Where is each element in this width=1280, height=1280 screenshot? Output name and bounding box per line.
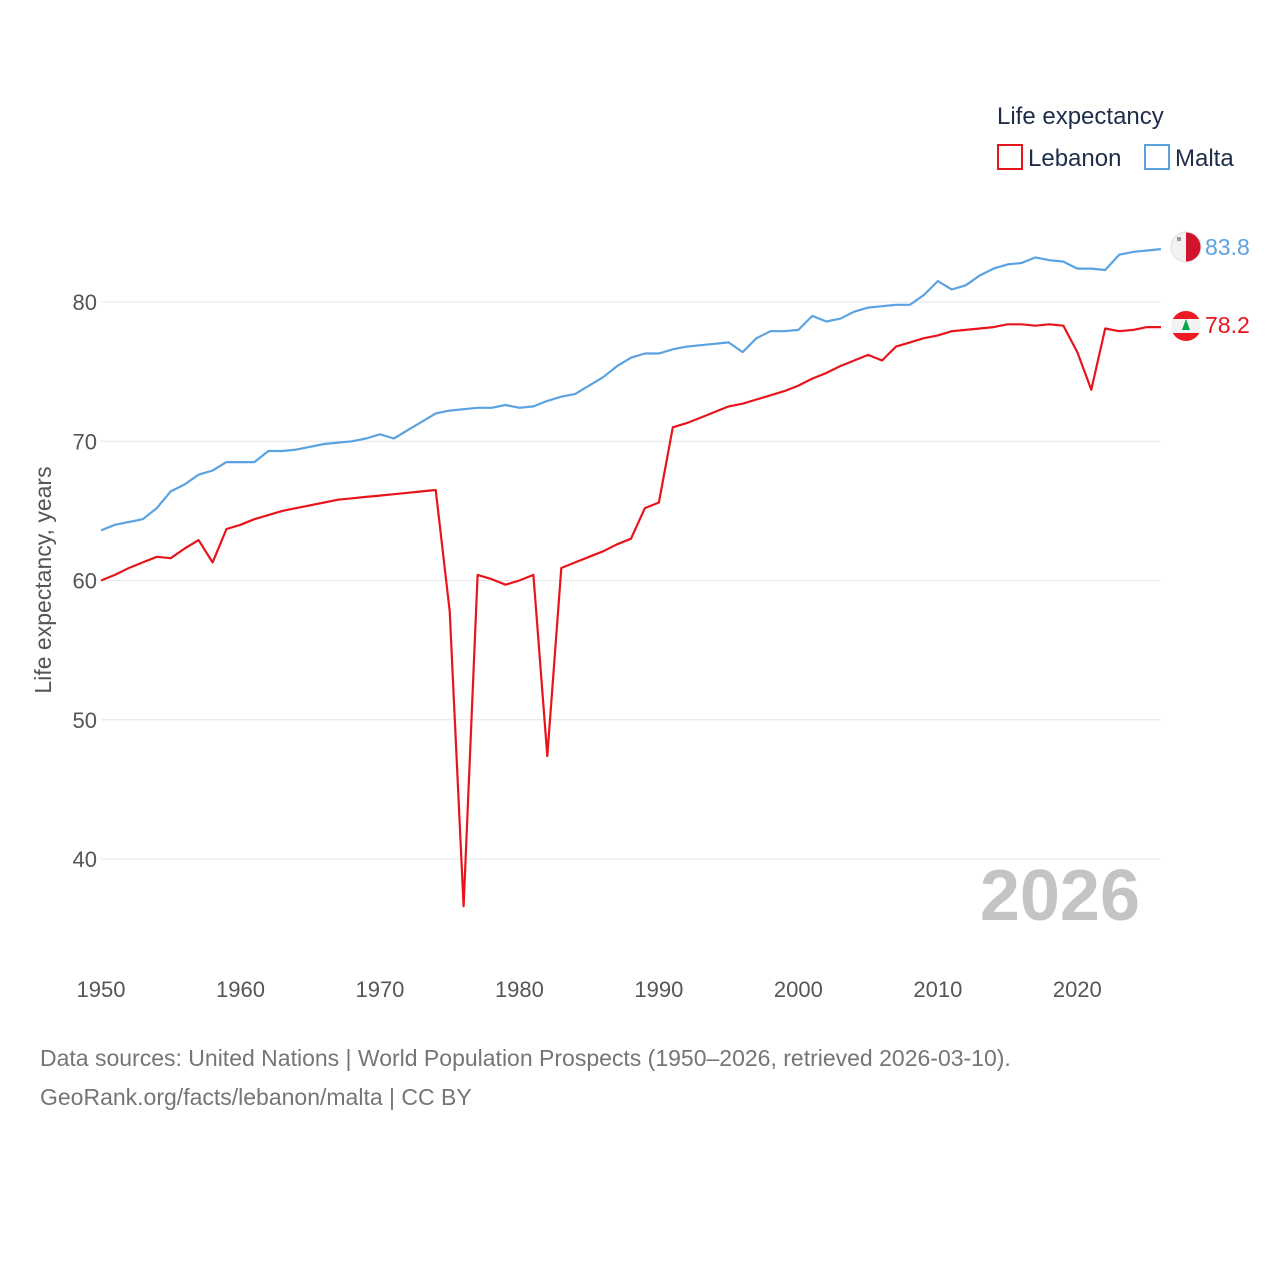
y-axis-label: Life expectancy, years xyxy=(30,466,56,693)
footer-sources: Data sources: United Nations | World Pop… xyxy=(40,1045,1011,1071)
x-tick-label: 2000 xyxy=(774,977,823,1002)
lebanon-end-marker: 78.2 xyxy=(1171,311,1250,341)
malta-end-marker: 83.8 xyxy=(1170,231,1250,263)
x-tick-label: 1950 xyxy=(77,977,126,1002)
malta-end-value: 83.8 xyxy=(1205,234,1250,260)
lebanon-end-value: 78.2 xyxy=(1205,312,1250,338)
footer-attribution: GeoRank.org/facts/lebanon/malta | CC BY xyxy=(40,1084,472,1110)
y-tick-label: 40 xyxy=(73,847,97,872)
legend-swatch-malta xyxy=(1144,144,1170,170)
series-layer xyxy=(100,248,1162,908)
y-tick-label: 80 xyxy=(73,290,97,315)
y-axis-ticks: 40 50 60 70 80 xyxy=(73,290,97,872)
series-line-malta xyxy=(100,248,1162,532)
legend-title: Life expectancy xyxy=(997,103,1164,130)
y-tick-label: 70 xyxy=(73,429,97,454)
x-axis-ticks: 1950 1960 1970 1980 1990 2000 2010 2020 xyxy=(77,977,1102,1002)
year-watermark: 2026 xyxy=(980,856,1140,936)
series-line-lebanon xyxy=(100,323,1161,908)
line-chart: 40 50 60 70 80 1950 1960 1970 1980 1990 2000 2010 2… xyxy=(30,103,1250,1002)
legend-label-malta: Malta xyxy=(1175,145,1234,172)
lebanon-flag-icon xyxy=(1171,311,1201,341)
legend: Life expectancy Lebanon Malta xyxy=(997,103,1234,172)
legend-swatch-lebanon xyxy=(997,144,1023,170)
x-tick-label: 2020 xyxy=(1053,977,1102,1002)
x-tick-label: 2010 xyxy=(913,977,962,1002)
x-tick-label: 1970 xyxy=(355,977,404,1002)
malta-flag-icon xyxy=(1170,231,1202,263)
y-tick-label: 50 xyxy=(73,708,97,733)
x-tick-label: 1980 xyxy=(495,977,544,1002)
x-tick-label: 1990 xyxy=(634,977,683,1002)
y-tick-label: 60 xyxy=(73,569,97,594)
gridlines xyxy=(101,301,1161,860)
legend-label-lebanon: Lebanon xyxy=(1028,145,1121,172)
x-tick-label: 1960 xyxy=(216,977,265,1002)
